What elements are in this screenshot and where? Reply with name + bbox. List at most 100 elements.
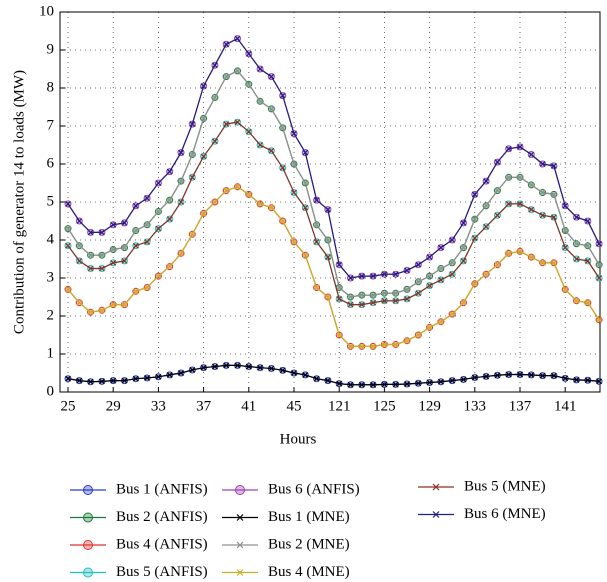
point	[87, 265, 94, 272]
point	[121, 257, 128, 264]
point	[245, 191, 252, 198]
point	[211, 363, 218, 370]
point	[596, 275, 603, 281]
point	[65, 375, 71, 382]
point	[336, 261, 343, 268]
point	[98, 307, 105, 314]
point	[291, 370, 297, 376]
point	[584, 218, 591, 224]
point	[223, 121, 230, 128]
point	[347, 294, 354, 300]
x-tick-label: 129	[418, 398, 441, 414]
point	[505, 371, 512, 378]
point	[257, 200, 264, 207]
point	[483, 271, 490, 278]
point	[268, 147, 275, 154]
point	[313, 238, 320, 245]
point	[404, 286, 410, 293]
point	[596, 240, 603, 247]
point	[236, 514, 244, 521]
point	[234, 119, 241, 126]
point	[505, 250, 512, 257]
x-tick-label: 133	[464, 398, 487, 414]
point	[279, 164, 286, 171]
point	[494, 159, 501, 166]
point	[211, 138, 218, 145]
point	[392, 271, 399, 278]
point	[517, 200, 523, 207]
point	[460, 257, 467, 264]
point	[358, 343, 365, 350]
point	[178, 178, 184, 185]
point	[302, 204, 309, 211]
point	[144, 221, 151, 228]
point	[132, 242, 139, 249]
point	[200, 115, 207, 122]
point	[584, 299, 591, 306]
point	[223, 187, 230, 194]
point	[121, 301, 128, 308]
point	[528, 206, 535, 213]
point	[268, 105, 275, 112]
point	[437, 318, 444, 325]
point	[415, 380, 422, 387]
point	[313, 197, 320, 204]
point	[166, 371, 173, 378]
point	[494, 372, 501, 379]
point	[268, 73, 275, 80]
point	[471, 374, 478, 381]
point	[98, 252, 105, 259]
point	[415, 290, 422, 297]
point	[471, 216, 478, 223]
point	[528, 254, 535, 261]
point	[166, 197, 173, 204]
point	[404, 381, 410, 387]
point	[178, 199, 184, 205]
point	[347, 343, 354, 350]
point	[223, 362, 230, 369]
y-tick-label: 4	[47, 231, 55, 247]
point	[76, 257, 83, 264]
series	[65, 183, 603, 350]
point	[178, 370, 184, 376]
legend-item: Bus 4 (ANFIS)	[70, 536, 208, 552]
legend-item: Bus 2 (MNE)	[222, 536, 350, 552]
point	[87, 378, 94, 385]
point	[144, 195, 151, 202]
point	[449, 271, 456, 278]
point	[155, 208, 162, 215]
point	[596, 261, 603, 268]
point	[144, 375, 151, 381]
point	[279, 92, 286, 99]
point	[302, 371, 309, 378]
point	[460, 376, 467, 383]
point	[257, 364, 264, 371]
point	[313, 375, 320, 382]
legend-item: Bus 4 (MNE)	[222, 564, 350, 580]
y-tick-label: 9	[47, 41, 55, 57]
point	[584, 257, 591, 264]
point	[291, 189, 297, 196]
point	[483, 223, 490, 230]
point	[358, 381, 365, 388]
point	[234, 35, 241, 42]
legend-label: Bus 1 (ANFIS)	[116, 481, 208, 497]
x-tick-label: 141	[554, 398, 577, 414]
point	[370, 273, 377, 280]
point	[268, 365, 275, 372]
legend-item: Bus 6 (MNE)	[418, 506, 546, 522]
point	[83, 512, 93, 523]
point	[539, 372, 546, 379]
point	[234, 67, 241, 74]
point	[483, 373, 490, 380]
y-tick-label: 8	[47, 79, 55, 95]
point	[483, 202, 490, 209]
point	[83, 567, 93, 578]
point	[584, 377, 591, 384]
point	[562, 227, 569, 234]
point	[370, 343, 377, 350]
point	[144, 284, 151, 291]
point	[449, 259, 456, 266]
y-tick-label: 1	[47, 345, 55, 361]
